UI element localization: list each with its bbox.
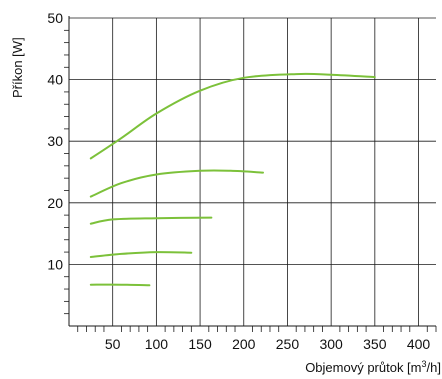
x-axis-title-tail: /h]	[427, 360, 441, 375]
gridlines	[68, 16, 436, 327]
tick-labels: 10 20 30 40 50 50 100 150 200 250 300 350 400	[47, 10, 430, 352]
x-tick-label: 400	[407, 336, 431, 352]
series-line-2	[89, 169, 264, 198]
x-tick-label: 200	[232, 336, 256, 352]
series-lines	[89, 72, 376, 287]
x-tick-label: 300	[319, 336, 343, 352]
x-axis-title-text: Objemový průtok [m	[305, 360, 421, 375]
y-tick-label: 20	[47, 195, 63, 211]
x-axis-title-sup: 3	[422, 359, 427, 369]
y-axis-title: Příkon [W]	[10, 37, 25, 98]
y-tick-label: 30	[47, 133, 63, 149]
y-tick-label: 40	[47, 72, 63, 88]
x-tick-label: 50	[105, 336, 121, 352]
y-tick-label: 10	[47, 256, 63, 272]
y-tick-label: 50	[47, 10, 63, 26]
series-line-3	[89, 216, 213, 225]
x-tick-label: 250	[276, 336, 300, 352]
series-line-5	[89, 283, 151, 287]
x-axis-title: Objemový průtok [m3/h]	[305, 359, 441, 375]
series-line-1	[89, 72, 376, 160]
minor-ticks	[64, 29, 437, 332]
x-tick-label: 350	[363, 336, 387, 352]
series-line-4	[89, 251, 193, 258]
x-tick-label: 100	[145, 336, 169, 352]
x-tick-label: 150	[188, 336, 212, 352]
